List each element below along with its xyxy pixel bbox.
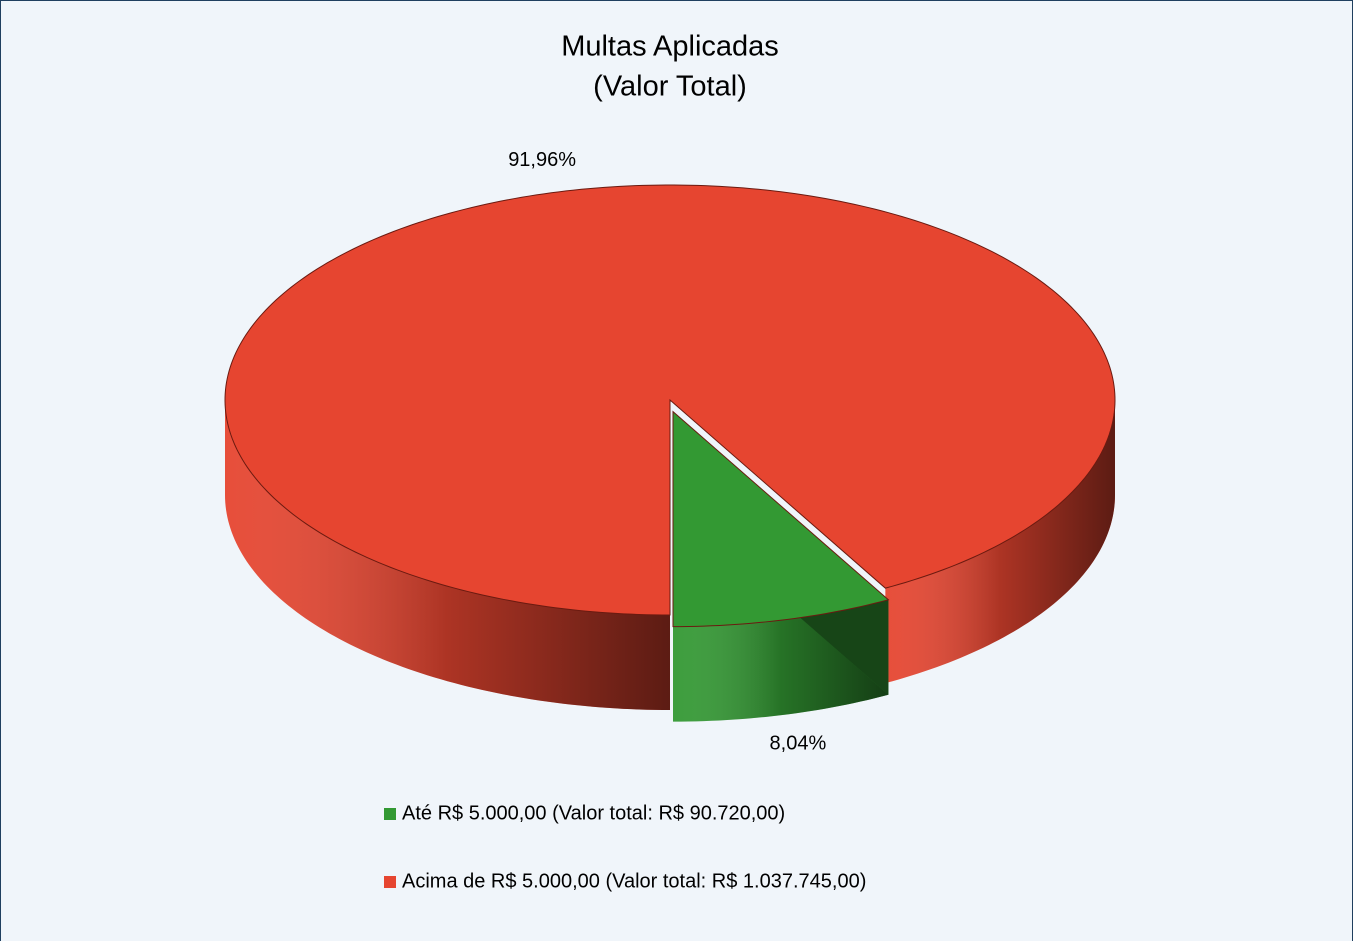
legend-label: Acima de R$ 5.000,00 (Valor total: R$ 1.… xyxy=(402,870,866,892)
chart-subtitle: (Valor Total) xyxy=(593,71,747,103)
slice-side-shade xyxy=(885,400,1115,684)
data-label: 8,04% xyxy=(770,733,827,755)
chart-title: Multas Aplicadas xyxy=(561,31,779,63)
pie xyxy=(224,184,1116,722)
slice-top xyxy=(672,410,890,628)
legend-swatch xyxy=(384,876,396,888)
slice-top xyxy=(224,184,1116,616)
data-label: 91,96% xyxy=(508,149,576,171)
legend-label: Até R$ 5.000,00 (Valor total: R$ 90.720,… xyxy=(402,802,785,824)
slice-side-shade xyxy=(225,400,670,710)
pie-slice xyxy=(224,184,1116,710)
pie-slice xyxy=(672,410,890,722)
legend-swatch xyxy=(384,808,396,820)
